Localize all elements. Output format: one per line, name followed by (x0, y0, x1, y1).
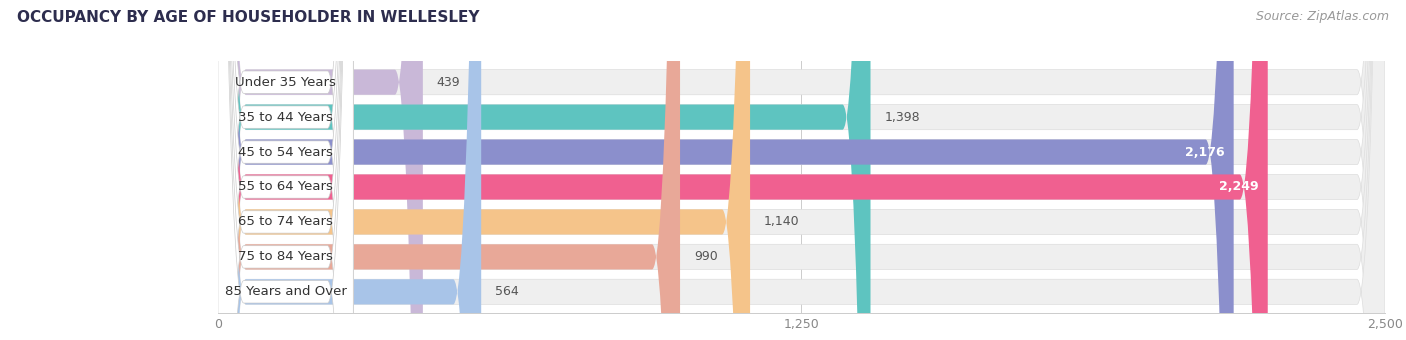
FancyBboxPatch shape (218, 0, 353, 340)
Text: 1,140: 1,140 (763, 216, 800, 228)
FancyBboxPatch shape (218, 0, 681, 340)
Text: Source: ZipAtlas.com: Source: ZipAtlas.com (1256, 10, 1389, 23)
FancyBboxPatch shape (218, 0, 353, 340)
Text: OCCUPANCY BY AGE OF HOUSEHOLDER IN WELLESLEY: OCCUPANCY BY AGE OF HOUSEHOLDER IN WELLE… (17, 10, 479, 25)
Text: 439: 439 (437, 76, 461, 89)
FancyBboxPatch shape (218, 0, 1268, 340)
Text: Under 35 Years: Under 35 Years (235, 76, 336, 89)
Text: 564: 564 (495, 285, 519, 298)
FancyBboxPatch shape (218, 0, 353, 340)
Text: 35 to 44 Years: 35 to 44 Years (238, 110, 333, 124)
Text: 65 to 74 Years: 65 to 74 Years (238, 216, 333, 228)
Text: 2,176: 2,176 (1185, 146, 1225, 158)
Text: 85 Years and Over: 85 Years and Over (225, 285, 346, 298)
FancyBboxPatch shape (218, 0, 423, 340)
FancyBboxPatch shape (218, 0, 1385, 340)
Text: 75 to 84 Years: 75 to 84 Years (238, 250, 333, 264)
Text: 2,249: 2,249 (1219, 181, 1258, 193)
FancyBboxPatch shape (218, 0, 870, 340)
FancyBboxPatch shape (218, 0, 1233, 340)
FancyBboxPatch shape (218, 0, 1385, 340)
FancyBboxPatch shape (218, 0, 353, 340)
FancyBboxPatch shape (218, 0, 1385, 340)
FancyBboxPatch shape (218, 0, 1385, 340)
FancyBboxPatch shape (218, 0, 353, 340)
Text: 45 to 54 Years: 45 to 54 Years (238, 146, 333, 158)
Text: 55 to 64 Years: 55 to 64 Years (238, 181, 333, 193)
FancyBboxPatch shape (218, 0, 353, 340)
FancyBboxPatch shape (218, 0, 1385, 340)
FancyBboxPatch shape (218, 0, 749, 340)
FancyBboxPatch shape (218, 0, 353, 340)
Text: 990: 990 (695, 250, 718, 264)
FancyBboxPatch shape (218, 0, 1385, 340)
FancyBboxPatch shape (218, 0, 481, 340)
Text: 1,398: 1,398 (884, 110, 920, 124)
FancyBboxPatch shape (218, 0, 1385, 340)
